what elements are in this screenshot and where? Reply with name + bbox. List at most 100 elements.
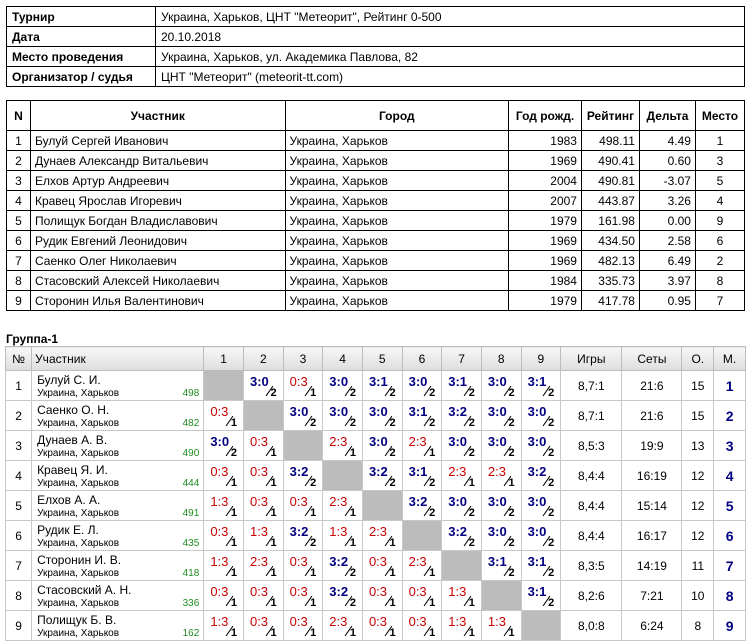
group-row-number: 9 — [4, 610, 33, 641]
group-player-cell: Полищук Б. В. Украина, Харьков 162 — [31, 610, 205, 641]
participant-cell: 1 — [6, 130, 31, 151]
group-row-number: 5 — [4, 490, 33, 521]
participant-cell: Стасовский Алексей Николаевич — [29, 270, 286, 291]
match-score: 3:0 — [329, 374, 349, 389]
participant-cell: Украина, Харьков — [284, 150, 510, 171]
match-result-cell: 3:0 2 — [520, 430, 562, 461]
match-points: 2 — [270, 387, 277, 399]
games-total: 8,7:1 — [560, 400, 623, 431]
info-row: Место проведения Украина, Харьков, ул. Ак… — [6, 46, 745, 67]
match-points: 1 — [468, 627, 475, 639]
player-rating: 490 — [182, 448, 200, 459]
info-row: Турнир Украина, Харьков, ЦНТ "Метеорит", … — [6, 6, 745, 27]
participant-cell: Украина, Харьков — [284, 270, 510, 291]
match-score: 3:0 — [368, 434, 388, 449]
match-points: 1 — [310, 597, 317, 609]
match-score: 0:3 — [289, 494, 308, 509]
group-column-header: М. — [713, 346, 746, 371]
participants-column-header: Год рожд. — [508, 100, 582, 131]
match-points: 1 — [230, 597, 237, 609]
match-result-cell: 3:1 2 — [401, 400, 443, 431]
match-points: 1 — [349, 507, 356, 519]
self-match-cell — [322, 460, 363, 491]
match-result-cell: 3:1 2 — [520, 550, 562, 581]
participant-cell: 2 — [694, 250, 746, 271]
participant-cell: 417.78 — [580, 290, 640, 311]
match-score: 0:3 — [368, 614, 388, 629]
sets-total: 14:19 — [621, 550, 683, 581]
match-score: 1:3 — [210, 554, 229, 569]
match-points: 2 — [548, 507, 555, 519]
match-result-cell: 1:3 1 — [322, 520, 363, 551]
match-points: 2 — [389, 477, 396, 489]
match-score: 2:3 — [408, 554, 427, 569]
group-column-header: О. — [681, 346, 715, 371]
match-score: 0:3 — [249, 434, 269, 449]
match-score: 3:2 — [329, 584, 349, 599]
participant-cell: 6 — [694, 230, 746, 251]
match-points: 2 — [508, 507, 515, 519]
player-name: Елхов А. А. — [37, 493, 101, 507]
self-match-cell — [480, 580, 522, 611]
group-row-number: 4 — [4, 460, 33, 491]
participant-cell: 443.87 — [580, 190, 640, 211]
match-points: 1 — [270, 597, 277, 609]
match-points: 2 — [389, 387, 396, 399]
player-rating: 444 — [182, 478, 200, 489]
match-score: 0:3 — [210, 524, 229, 539]
info-key: Организатор / судья — [6, 66, 156, 87]
group-column-header: Участник — [31, 346, 205, 371]
match-points: 1 — [230, 537, 237, 549]
match-score: 0:3 — [249, 584, 269, 599]
info-value: Украина, Харьков, ул. Академика Павлова,… — [155, 46, 745, 67]
group-player-cell: Булуй С. И. Украина, Харьков 498 — [31, 370, 205, 401]
player-rating: 162 — [182, 628, 200, 639]
match-points: 2 — [389, 447, 396, 459]
points-total: 15 — [681, 370, 715, 401]
self-match-cell — [361, 490, 403, 521]
match-points: 1 — [310, 627, 317, 639]
match-score: 0:3 — [289, 374, 308, 389]
match-points: 2 — [548, 417, 555, 429]
match-score: 3:2 — [408, 494, 428, 509]
participant-row: 9 Сторонин Илья Валентинович Украина, Харь… — [6, 290, 746, 311]
match-points: 1 — [230, 507, 237, 519]
group-row: 3 Дунаев А. В. Украина, Харьков 490 3:0 2 0:3 1… — [4, 430, 746, 461]
player-city: Украина, Харьков — [37, 628, 120, 639]
match-score: 2:3 — [487, 464, 506, 479]
player-rating: 491 — [182, 508, 200, 519]
match-result-cell: 3:1 2 — [361, 370, 403, 401]
match-score: 1:3 — [210, 614, 229, 629]
match-score: 0:3 — [408, 584, 427, 599]
match-score: 0:3 — [249, 494, 269, 509]
group-player-cell: Кравец Я. И. Украина, Харьков 444 — [31, 460, 205, 491]
games-total: 8,5:3 — [560, 430, 623, 461]
match-points: 1 — [349, 447, 356, 459]
match-score: 3:1 — [487, 554, 507, 569]
match-result-cell: 3:0 2 — [480, 400, 522, 431]
points-total: 10 — [681, 580, 715, 611]
participant-cell: 5 — [694, 170, 746, 191]
match-points: 2 — [349, 387, 356, 399]
match-score: 3:2 — [368, 464, 388, 479]
match-points: 2 — [548, 567, 555, 579]
self-match-cell — [203, 370, 244, 401]
group-row-number: 1 — [4, 370, 33, 401]
participant-cell: 3 — [694, 150, 746, 171]
match-result-cell: 3:1 2 — [520, 370, 562, 401]
match-score: 2:3 — [448, 464, 467, 479]
group-row: 1 Булуй С. И. Украина, Харьков 498 3:0 2 0:3 1 3… — [4, 370, 746, 401]
match-points: 1 — [389, 537, 396, 549]
match-result-cell: 3:0 2 — [361, 430, 403, 461]
match-points: 2 — [548, 597, 555, 609]
info-value: Украина, Харьков, ЦНТ "Метеорит", Рейтин… — [155, 6, 745, 27]
match-points: 2 — [468, 447, 475, 459]
participant-cell: Сторонин Илья Валентинович — [29, 290, 286, 311]
group-column-header: 9 — [520, 346, 562, 371]
match-result-cell: 3:0 2 — [480, 490, 522, 521]
participant-cell: 3.97 — [638, 270, 696, 291]
participant-cell: Кравец Ярослав Игоревич — [29, 190, 286, 211]
match-points: 1 — [230, 417, 237, 429]
group-row-number: 7 — [4, 550, 33, 581]
participant-cell: 498.11 — [580, 130, 640, 151]
